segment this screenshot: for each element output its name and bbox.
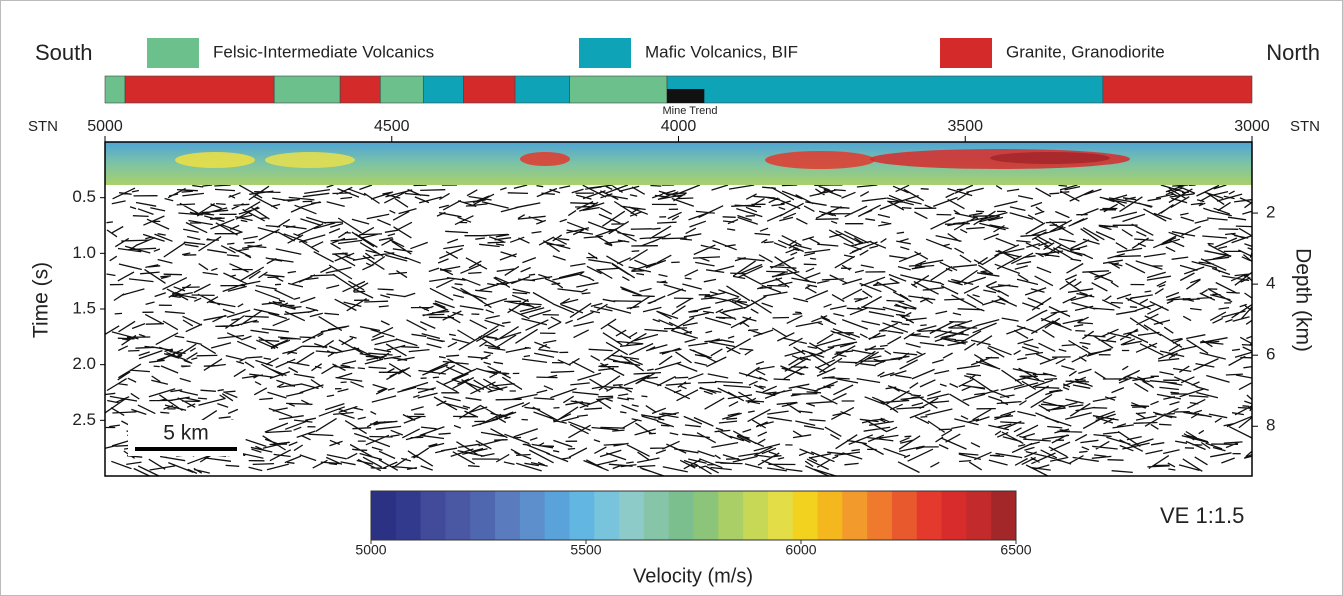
time-tick-label: 2.5 (72, 410, 96, 429)
colorbar-cell (396, 491, 421, 540)
colorbar-cell (545, 491, 570, 540)
geology-segment (1103, 76, 1252, 103)
colorbar-cell (842, 491, 867, 540)
colorbar-cell (818, 491, 843, 540)
geology-segment (570, 76, 667, 103)
colorbar-cell (966, 491, 991, 540)
colorbar-tick-label: 6500 (1000, 542, 1031, 558)
station-tick-label: 3000 (1234, 118, 1270, 135)
colorbar-cell (892, 491, 917, 540)
station-tick-label: 4500 (374, 118, 410, 135)
legend-swatch (147, 38, 199, 68)
time-tick-label: 1.0 (72, 243, 96, 262)
seismic-section (105, 142, 1252, 476)
geology-segment (274, 76, 340, 103)
time-axis-title: Time (s) (30, 262, 53, 338)
velocity-anomaly (990, 152, 1110, 164)
geology-segment (515, 76, 569, 103)
time-tick-label: 2.0 (72, 354, 96, 373)
colorbar-cell (867, 491, 892, 540)
time-tick-label: 1.5 (72, 298, 96, 317)
scale-bar-label: 5 km (163, 422, 209, 445)
geology-segment (380, 76, 423, 103)
velocity-anomaly (520, 152, 570, 166)
legend-label: Granite, Granodiorite (1006, 42, 1165, 61)
velocity-anomaly (175, 152, 255, 168)
depth-tick-label: 8 (1266, 416, 1275, 435)
colorbar-cell (495, 491, 520, 540)
legend-label: Felsic-Intermediate Volcanics (213, 42, 434, 61)
legend-swatch (579, 38, 631, 68)
colorbar-cell (694, 491, 719, 540)
station-tick-label: 3500 (947, 118, 983, 135)
north-label: North (1266, 40, 1320, 65)
colorbar-cell (768, 491, 793, 540)
mine-trend-label: Mine Trend (663, 105, 718, 117)
vertical-exaggeration: VE 1:1.5 (1160, 503, 1244, 528)
colorbar-cell (793, 491, 818, 540)
depth-axis-title: Depth (km) (1291, 248, 1314, 352)
colorbar-tick-label: 5500 (570, 542, 601, 558)
mine-trend (667, 89, 704, 103)
south-label: South (35, 40, 93, 65)
colorbar-cell (743, 491, 768, 540)
colorbar-cell (644, 491, 669, 540)
colorbar-cell (569, 491, 594, 540)
velocity-anomaly (265, 152, 355, 168)
station-tick-label: 4000 (661, 118, 697, 135)
colorbar-cell (445, 491, 470, 540)
colorbar-cell (470, 491, 495, 540)
stn-label: STN (1290, 118, 1320, 135)
colorbar-cell (421, 491, 446, 540)
colorbar-cell (942, 491, 967, 540)
velocity-anomaly (765, 151, 875, 169)
colorbar-cell (991, 491, 1016, 540)
colorbar-cell (520, 491, 545, 540)
geology-segment (667, 76, 1103, 103)
colorbar-cell (669, 491, 694, 540)
depth-tick-label: 6 (1266, 345, 1275, 364)
geology-segment (125, 76, 274, 103)
geology-segment (105, 76, 125, 103)
colorbar-tick-label: 6000 (785, 542, 816, 558)
time-tick-label: 0.5 (72, 187, 96, 206)
colorbar-title: Velocity (m/s) (633, 565, 753, 587)
geology-segment (423, 76, 463, 103)
legend-swatch (940, 38, 992, 68)
colorbar-tick-label: 5000 (355, 542, 386, 558)
legend-label: Mafic Volcanics, BIF (645, 42, 798, 61)
colorbar-cell (917, 491, 942, 540)
depth-tick-label: 4 (1266, 274, 1275, 293)
colorbar-cell (594, 491, 619, 540)
geology-segment (340, 76, 380, 103)
geology-segment (463, 76, 515, 103)
depth-tick-label: 2 (1266, 203, 1275, 222)
colorbar-cell (371, 491, 396, 540)
figure: South North STN STN Time (s) Depth (km) … (0, 0, 1343, 596)
colorbar-cell (619, 491, 644, 540)
station-tick-label: 5000 (87, 118, 123, 135)
colorbar-cell (718, 491, 743, 540)
stn-label: STN (28, 118, 58, 135)
